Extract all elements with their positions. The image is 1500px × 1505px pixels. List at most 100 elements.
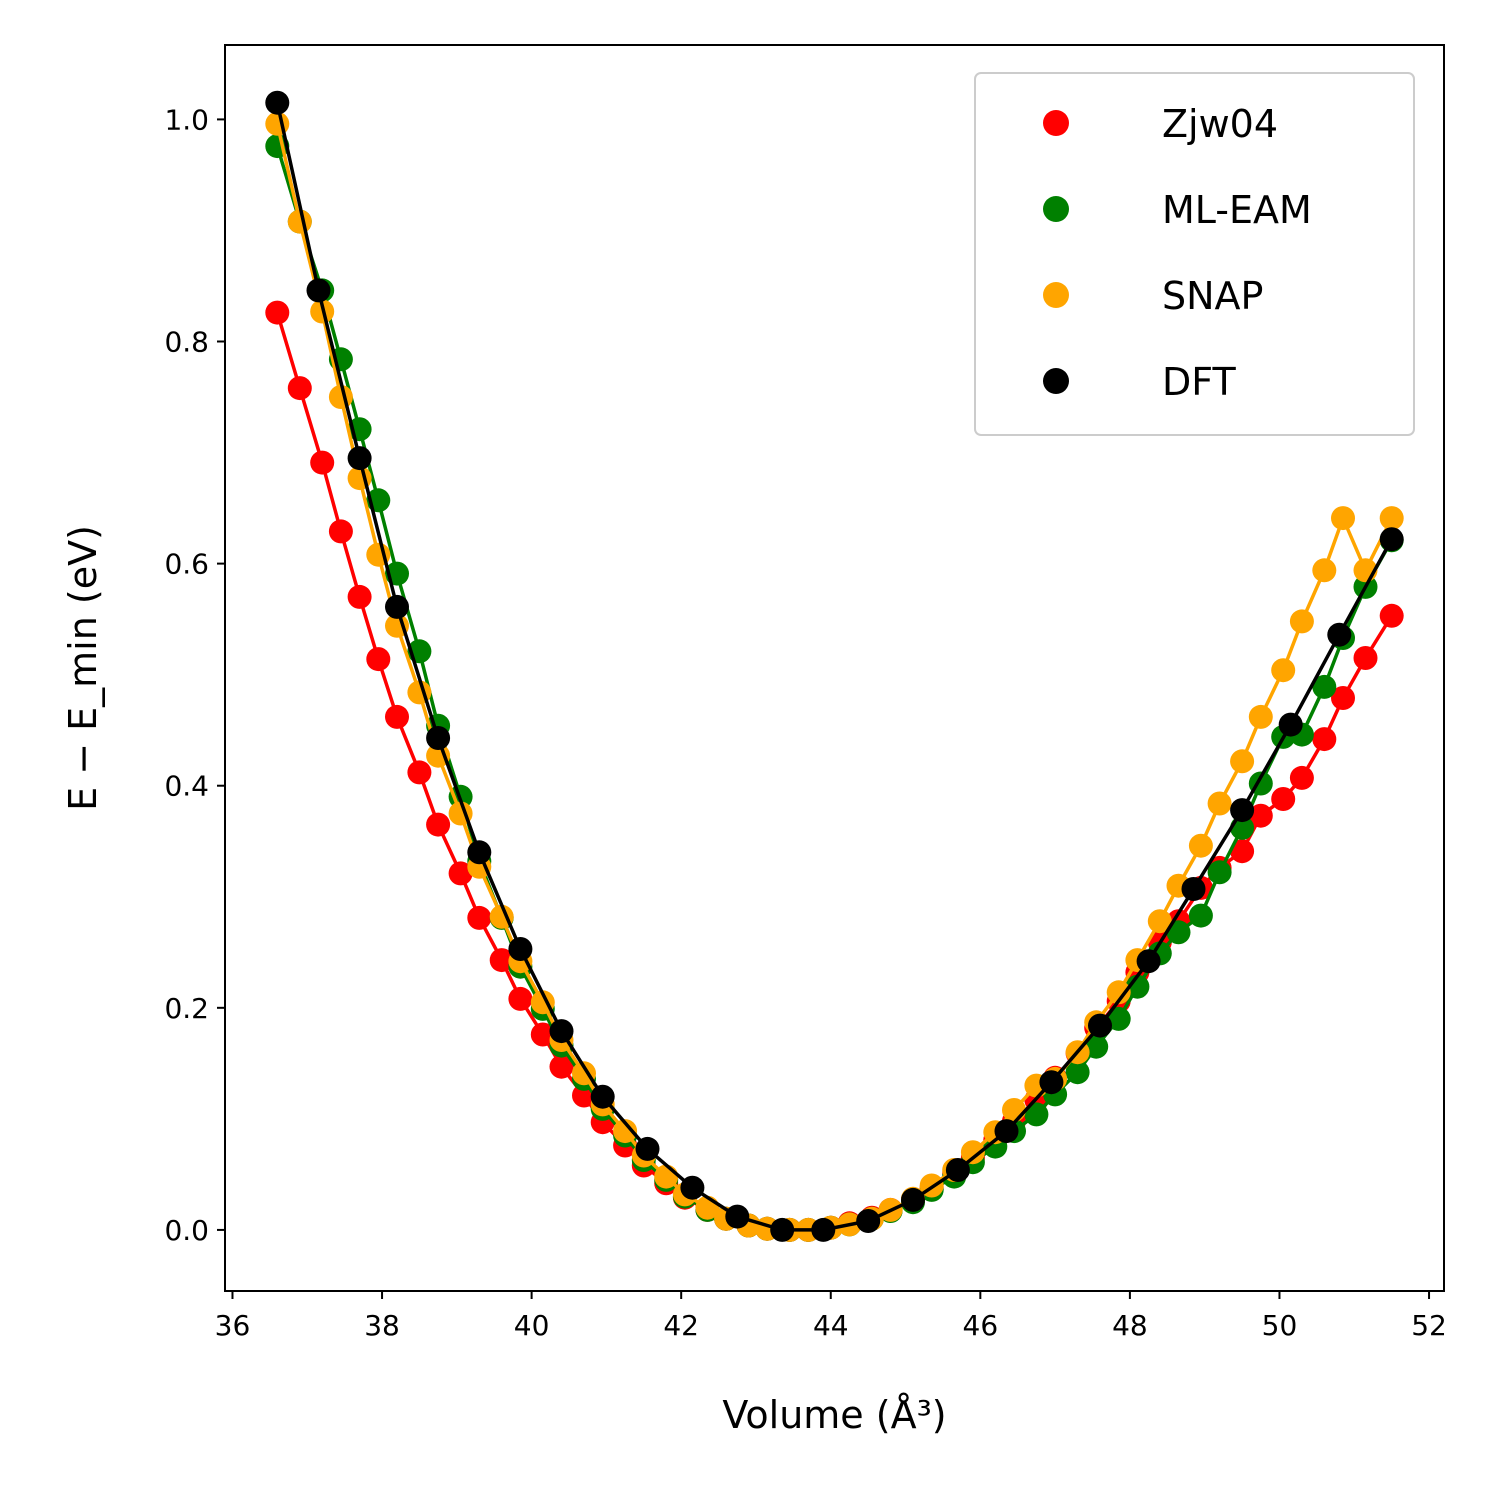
data-point: [426, 726, 451, 750]
data-point: [1166, 920, 1191, 945]
data-point: [1379, 603, 1404, 628]
data-point: [856, 1209, 881, 1233]
data-point: [654, 1164, 679, 1189]
data-point: [1188, 903, 1213, 928]
data-point: [508, 986, 533, 1011]
y-tick-label: 0.8: [164, 326, 209, 359]
data-point: [426, 812, 451, 837]
data-point: [1289, 609, 1314, 634]
legend-label: Zjw04: [1162, 102, 1278, 146]
data-point: [1207, 791, 1232, 816]
y-tick-label: 0.4: [164, 770, 209, 803]
data-point: [1147, 909, 1172, 934]
data-point: [1039, 1070, 1064, 1095]
data-point: [1230, 798, 1255, 823]
data-point: [366, 647, 391, 672]
data-point: [1024, 1102, 1049, 1127]
x-tick-label: 44: [813, 1309, 849, 1342]
data-point: [310, 450, 335, 475]
legend-marker: [1043, 368, 1069, 394]
data-point: [1312, 558, 1337, 583]
data-point: [1106, 1006, 1131, 1031]
data-point: [945, 1158, 970, 1182]
data-point: [1312, 727, 1337, 752]
data-point: [1312, 674, 1337, 699]
data-point: [287, 376, 312, 401]
data-point: [1271, 787, 1296, 811]
y-tick-label: 0.6: [164, 548, 209, 581]
data-point: [613, 1119, 638, 1144]
data-point: [1331, 686, 1355, 710]
y-tick-label: 0.2: [164, 992, 209, 1025]
data-point: [467, 905, 492, 930]
data-point: [1125, 974, 1150, 999]
data-point: [1248, 803, 1273, 828]
data-point: [901, 1187, 925, 1212]
legend-marker: [1043, 110, 1069, 136]
data-point: [1379, 506, 1404, 531]
x-tick-label: 50: [1262, 1309, 1298, 1342]
data-point: [347, 584, 372, 609]
x-tick-label: 52: [1411, 1309, 1447, 1342]
data-point: [1136, 949, 1161, 974]
x-tick-label: 40: [514, 1309, 550, 1342]
x-tick-label: 48: [1112, 1309, 1148, 1342]
y-tick-label: 0.0: [164, 1214, 209, 1247]
x-axis-title: Volume (Å³): [722, 1393, 946, 1437]
data-point: [1327, 622, 1352, 647]
data-point: [385, 704, 409, 729]
data-point: [1353, 646, 1378, 670]
data-point: [590, 1084, 615, 1109]
data-point: [265, 90, 290, 115]
data-point: [1181, 877, 1206, 901]
legend: Zjw04 ML-EAM SNAP DFT: [974, 72, 1415, 436]
data-point: [265, 300, 290, 325]
y-tick-label: 1.0: [164, 103, 209, 136]
data-point: [1379, 527, 1404, 552]
legend-label: SNAP: [1162, 274, 1263, 318]
data-point: [1230, 839, 1255, 864]
data-point: [385, 594, 409, 619]
ticks-layer: 36 38 40 42 44 46 48 50 52 0.0 0.2 0.4 0.6 0.8 1.0: [164, 103, 1446, 1342]
series-dft: [265, 90, 1404, 1242]
legend-item: ML-EAM: [1043, 188, 1312, 232]
data-point: [1188, 833, 1213, 858]
x-tick-label: 38: [364, 1309, 400, 1342]
plot-area-frame: [224, 44, 1445, 1292]
data-point: [448, 861, 473, 886]
data-point: [1271, 658, 1296, 683]
data-point: [1230, 749, 1255, 774]
data-point: [347, 446, 372, 471]
data-point: [1278, 712, 1303, 737]
legend-marker: [1043, 196, 1069, 222]
data-point: [1207, 860, 1232, 885]
data-point: [549, 1054, 574, 1079]
x-tick-label: 36: [215, 1309, 251, 1342]
data-point: [994, 1119, 1019, 1144]
series-line: [275, 102, 1394, 1232]
data-point: [306, 278, 331, 303]
data-point: [508, 937, 533, 961]
series-zjw04: [265, 300, 1404, 1242]
legend-item: DFT: [1043, 360, 1236, 404]
data-point: [725, 1204, 750, 1229]
x-tick-label: 46: [963, 1309, 999, 1342]
data-point: [635, 1136, 660, 1161]
data-point: [680, 1175, 705, 1200]
data-point: [811, 1217, 836, 1242]
data-point: [1088, 1013, 1112, 1038]
data-point: [467, 840, 492, 865]
legend-label: ML-EAM: [1162, 188, 1312, 232]
data-point: [1248, 704, 1273, 729]
data-point: [549, 1019, 574, 1044]
legend-label: DFT: [1162, 360, 1236, 404]
data-point: [960, 1140, 985, 1165]
legend-item: SNAP: [1043, 274, 1263, 318]
data-point: [1002, 1098, 1026, 1122]
data-point: [1084, 1034, 1109, 1059]
series-layer: [265, 90, 1404, 1242]
legend-item: Zjw04: [1043, 102, 1278, 146]
data-point: [265, 111, 290, 136]
